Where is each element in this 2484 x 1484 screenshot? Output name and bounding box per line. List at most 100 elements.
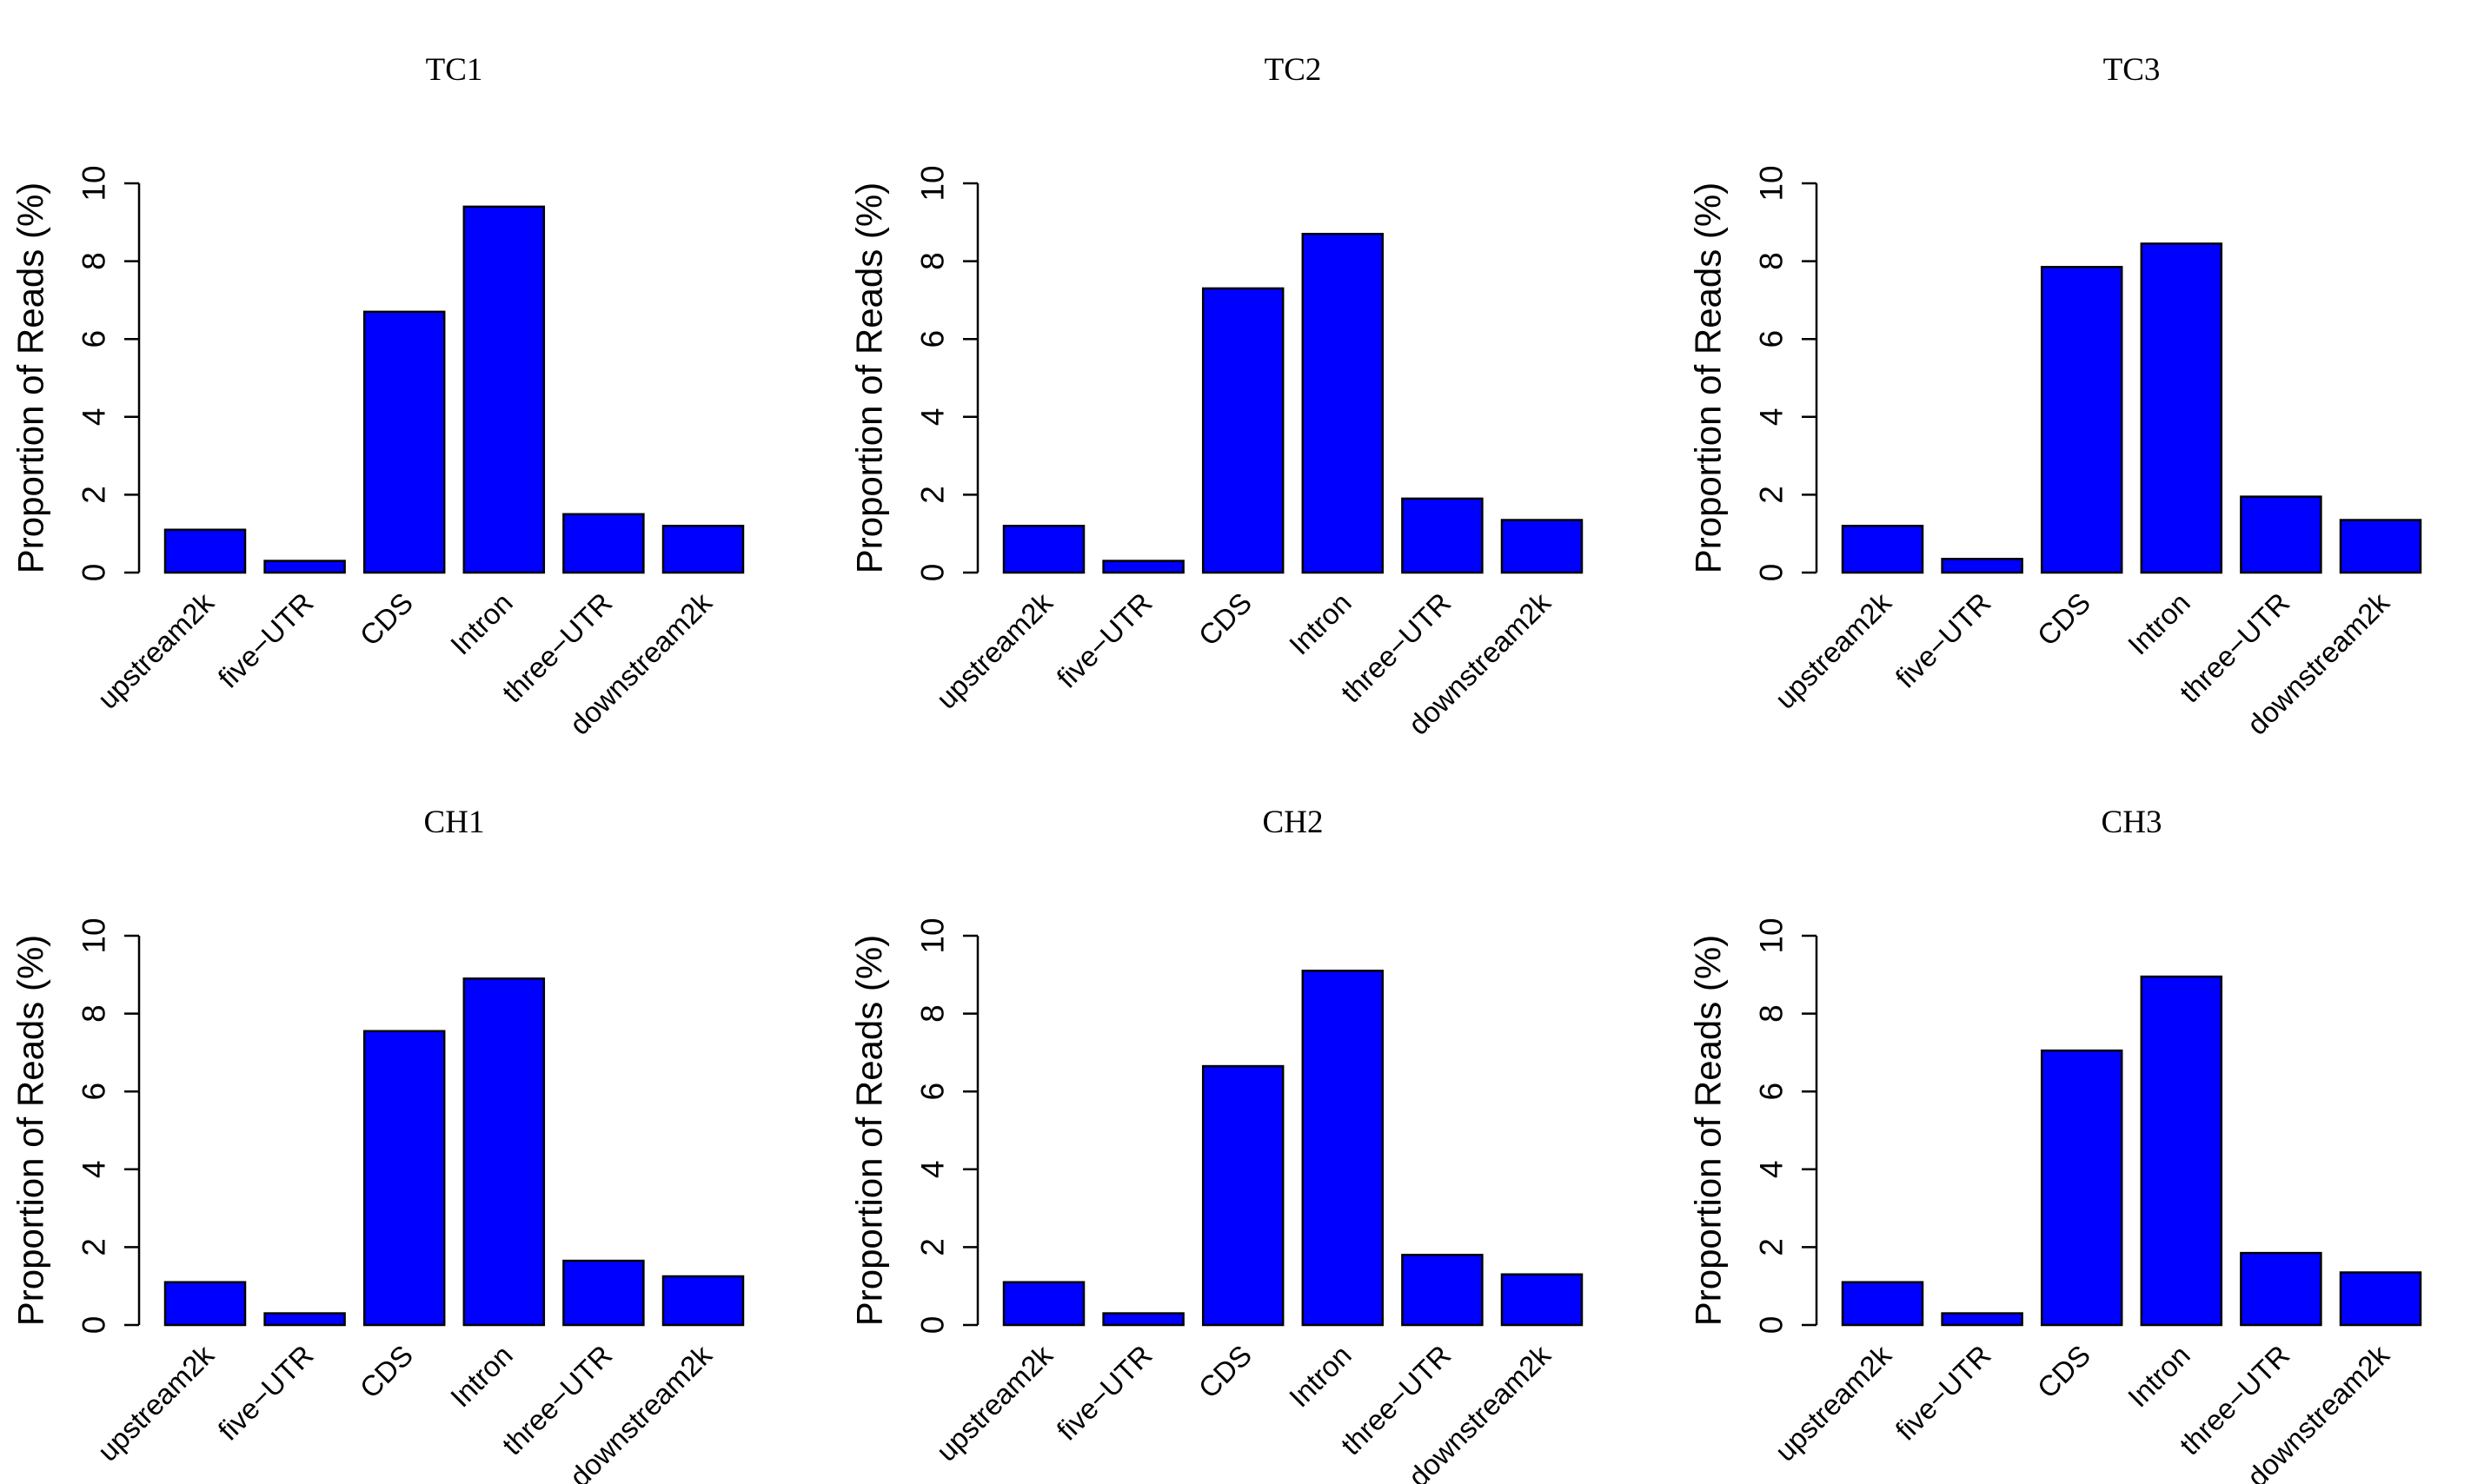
y-tick-label: 8 <box>915 252 951 270</box>
bar-five-utr <box>1102 560 1185 574</box>
y-axis-label: Proportion of Reads (%) <box>849 935 890 1327</box>
y-tick-label: 2 <box>76 486 112 504</box>
y-tick-label: 4 <box>76 1161 112 1179</box>
bar-five-utr <box>1102 1312 1185 1327</box>
bar-upstream2k <box>1002 524 1086 574</box>
x-category-label: five−UTR <box>211 1339 319 1447</box>
x-category-label: CDS <box>354 586 419 652</box>
x-category-label: Intron <box>2122 1339 2196 1414</box>
bar-three-utr <box>562 513 645 574</box>
x-category-label: CDS <box>2031 1339 2096 1404</box>
y-tick-label: 10 <box>915 918 951 953</box>
bar-cds <box>362 1030 446 1327</box>
y-tick-label: 6 <box>915 1083 951 1101</box>
bar-cds <box>1201 287 1285 574</box>
chart-title: TC2 <box>1265 52 1322 88</box>
y-axis-label: Proportion of Reads (%) <box>1688 182 1729 574</box>
y-tick-label: 6 <box>1754 1083 1790 1101</box>
x-category-label: CDS <box>1192 1339 1258 1404</box>
bar-five-utr <box>1941 558 2023 574</box>
bar-cds <box>362 310 446 574</box>
bar-three-utr <box>2240 495 2322 574</box>
y-tick-label: 2 <box>76 1238 112 1256</box>
bar-intron <box>462 977 546 1327</box>
chart-panel-ch2: CH2 Proportion of Reads (%) 0 2 4 6 8 10 upstrea… <box>849 805 1584 1484</box>
y-axis-label: Proportion of Reads (%) <box>10 935 51 1327</box>
y-axis-label: Proportion of Reads (%) <box>1688 935 1729 1327</box>
y-tick-label: 4 <box>1754 1161 1790 1179</box>
y-tick-label: 2 <box>1754 1238 1790 1256</box>
y-tick-label: 10 <box>1754 165 1790 201</box>
bar-downstream2k <box>661 524 745 574</box>
y-tick-label: 8 <box>1754 252 1790 270</box>
x-category-label: five−UTR <box>211 586 319 694</box>
x-category-label: upstream2k <box>91 1338 220 1467</box>
y-tick-label: 10 <box>76 918 112 953</box>
chart-panel-ch1: CH1 Proportion of Reads (%) 0 2 4 6 8 10 upstrea… <box>10 805 745 1484</box>
x-category-label: five−UTR <box>1050 586 1158 694</box>
y-axis-label: Proportion of Reads (%) <box>849 182 890 574</box>
y-tick-label: 4 <box>915 1161 951 1179</box>
x-category-label: five−UTR <box>1889 1339 1996 1447</box>
y-tick-label: 6 <box>76 1083 112 1101</box>
x-category-label: upstream2k <box>1769 586 1897 714</box>
x-category-label: upstream2k <box>1769 1338 1897 1467</box>
x-category-label: Intron <box>1283 586 1358 661</box>
y-tick-label: 8 <box>915 1004 951 1023</box>
y-tick-label: 0 <box>915 1316 951 1335</box>
bar-downstream2k <box>661 1275 745 1327</box>
x-category-label: upstream2k <box>930 1338 1059 1467</box>
x-category-label: CDS <box>354 1339 419 1404</box>
x-category-label: five−UTR <box>1889 586 1996 694</box>
bar-intron <box>462 205 546 574</box>
y-axis-label: Proportion of Reads (%) <box>10 182 51 574</box>
bar-intron <box>2140 975 2223 1327</box>
chart-panel-tc3: TC3 Proportion of Reads (%) 0 2 4 6 8 10 upstrea… <box>1688 52 2422 741</box>
y-tick-label: 8 <box>1754 1004 1790 1023</box>
y-tick-label: 0 <box>1754 1316 1790 1335</box>
bar-intron <box>1301 970 1385 1327</box>
y-tick-label: 0 <box>76 564 112 582</box>
bar-five-utr <box>263 1312 346 1327</box>
bar-downstream2k <box>1500 519 1584 574</box>
bar-cds <box>2040 266 2123 574</box>
x-category-label: Intron <box>444 1339 519 1414</box>
chart-panel-tc1: TC1 Proportion of Reads (%) 0 2 4 6 8 10 upstrea… <box>10 52 745 741</box>
y-tick-label: 4 <box>76 408 112 427</box>
x-category-label: upstream2k <box>930 586 1059 714</box>
bar-three-utr <box>1401 497 1484 574</box>
x-category-label: Intron <box>2122 586 2196 661</box>
bar-upstream2k <box>1841 1281 1924 1327</box>
y-tick-label: 4 <box>915 408 951 427</box>
chart-title: TC3 <box>2103 52 2161 88</box>
bar-upstream2k <box>1841 524 1924 574</box>
x-category-label: five−UTR <box>1050 1339 1158 1447</box>
y-tick-label: 0 <box>76 1316 112 1335</box>
y-tick-label: 6 <box>76 330 112 348</box>
x-category-label: Intron <box>1283 1339 1358 1414</box>
chart-panel-tc2: TC2 Proportion of Reads (%) 0 2 4 6 8 10 upstrea… <box>849 52 1584 741</box>
y-tick-label: 6 <box>1754 330 1790 348</box>
y-tick-label: 10 <box>76 165 112 201</box>
bar-upstream2k <box>163 1281 247 1327</box>
bar-cds <box>2040 1049 2123 1327</box>
chart-title: CH3 <box>2102 805 2162 840</box>
bar-downstream2k <box>2339 1271 2422 1327</box>
x-category-label: upstream2k <box>91 586 220 714</box>
y-tick-label: 8 <box>76 1004 112 1023</box>
chart-title: CH1 <box>424 805 485 840</box>
chart-title: CH2 <box>1263 805 1324 840</box>
bar-three-utr <box>2240 1251 2322 1327</box>
bar-downstream2k <box>1500 1273 1584 1327</box>
bar-five-utr <box>263 560 346 574</box>
y-tick-label: 2 <box>915 486 951 504</box>
x-category-label: Intron <box>444 586 519 661</box>
bar-cds <box>1201 1064 1285 1327</box>
x-category-label: CDS <box>2031 586 2096 652</box>
bar-intron <box>2140 242 2223 574</box>
y-tick-label: 0 <box>915 564 951 582</box>
chart-title: TC1 <box>426 52 483 88</box>
bar-upstream2k <box>163 528 247 574</box>
bar-downstream2k <box>2339 519 2422 574</box>
chart-panel-ch3: CH3 Proportion of Reads (%) 0 2 4 6 8 10 upstrea… <box>1688 805 2422 1484</box>
